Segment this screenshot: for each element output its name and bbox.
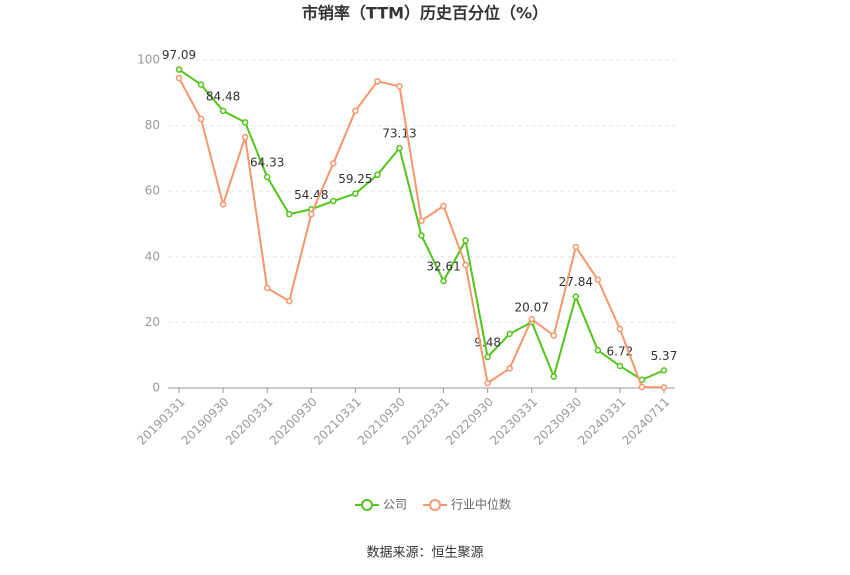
point [374, 171, 381, 179]
point [572, 243, 580, 251]
data-label: 32.61 [426, 260, 460, 274]
point [550, 373, 558, 380]
data-label: 5.37 [651, 349, 678, 363]
point [396, 82, 403, 90]
point [616, 325, 624, 333]
legend-label: 行业中位数 [451, 497, 511, 512]
point [285, 210, 293, 218]
point [285, 297, 293, 305]
point [418, 232, 425, 239]
point [219, 107, 227, 115]
point [175, 66, 183, 73]
point [396, 144, 403, 152]
point [241, 119, 249, 126]
point [330, 197, 337, 205]
y-tick-label: 60 [145, 184, 160, 198]
point [440, 202, 447, 210]
source: 数据来源：恒生聚源 [366, 546, 483, 561]
point [330, 160, 337, 167]
point [418, 217, 425, 224]
point [263, 284, 271, 292]
point [638, 383, 646, 391]
point [462, 237, 469, 244]
point [374, 78, 381, 85]
y-tick-label: 40 [145, 249, 160, 263]
data-label: 27.84 [559, 275, 593, 289]
point [352, 190, 359, 197]
data-label: 97.09 [162, 48, 196, 62]
point [506, 330, 513, 338]
point [506, 365, 513, 372]
legend-marker [429, 499, 441, 511]
y-tick-label: 0 [152, 381, 160, 395]
point [572, 293, 580, 300]
point [550, 332, 558, 339]
series-line [178, 68, 665, 381]
point [616, 362, 624, 370]
legend-label: 公司 [383, 498, 407, 512]
point [594, 276, 602, 284]
point [175, 74, 183, 82]
point [197, 115, 205, 123]
point [352, 107, 359, 115]
point [197, 81, 205, 88]
data-label: 20.07 [515, 301, 549, 315]
point [484, 379, 491, 387]
data-label: 73.13 [382, 127, 416, 141]
y-tick-label: 20 [145, 315, 160, 329]
point [660, 384, 668, 391]
data-label: 59.25 [338, 172, 372, 186]
point [440, 277, 447, 285]
point [660, 367, 668, 374]
legend-marker [361, 499, 373, 511]
point [263, 173, 271, 181]
data-label: 84.48 [206, 89, 240, 103]
point [462, 261, 469, 269]
data-label: 54.48 [294, 188, 328, 202]
y-tick-label: 100 [137, 53, 160, 67]
point [241, 133, 249, 141]
point [484, 353, 491, 361]
data-label: 64.33 [250, 155, 284, 169]
point [308, 210, 315, 218]
x-tick-label: 20240711 [619, 395, 672, 448]
point [219, 201, 227, 208]
point [594, 347, 602, 354]
y-tick-label: 80 [145, 118, 160, 132]
point [528, 315, 535, 323]
chart-title: 市销率（TTM）历史百分位（%） [302, 4, 548, 23]
